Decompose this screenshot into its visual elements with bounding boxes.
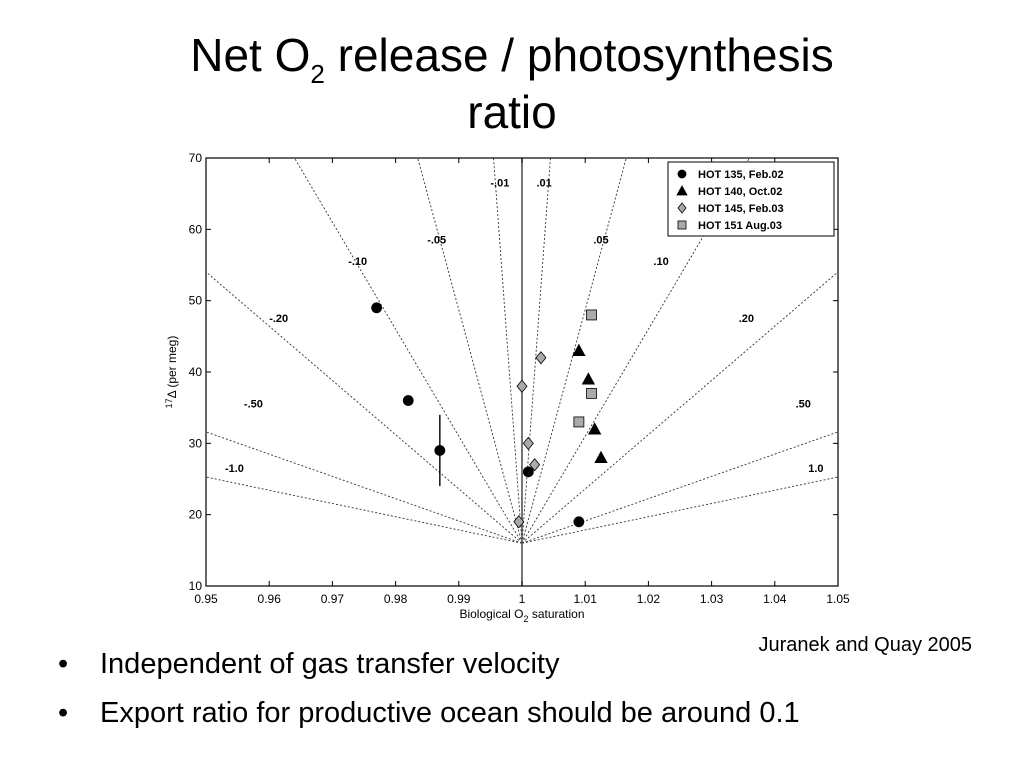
x-tick-label: 1.01	[574, 592, 598, 606]
bullet-dot-icon: •	[58, 697, 69, 729]
legend-entry-2: HOT 145, Feb.03	[698, 203, 784, 215]
x-tick-label: 0.95	[194, 592, 218, 606]
x-tick-label: 0.98	[384, 592, 408, 606]
citation: Juranek and Quay 2005	[758, 634, 973, 656]
legend-marker-2	[677, 202, 687, 214]
isoline-label-6: -.20	[269, 313, 288, 325]
y-tick-label: 10	[189, 579, 203, 593]
y-tick-label: 30	[189, 436, 203, 450]
y-tick-label: 60	[189, 222, 203, 236]
data-points	[371, 302, 608, 529]
data-point-s0-4	[573, 516, 585, 528]
legend-entry-3: HOT 151 Aug.03	[698, 220, 782, 232]
y-axis-label: 17Δ (per meg)	[164, 336, 179, 409]
y-tick-label: 50	[189, 294, 203, 308]
isoline-label-5: .10	[653, 256, 668, 268]
legend-marker-3	[677, 220, 687, 230]
x-tick-label: 1.05	[826, 592, 850, 606]
data-point-s2-4	[535, 351, 547, 365]
data-point-s0-1	[402, 395, 414, 406]
x-tick-label: 0.99	[447, 592, 471, 606]
isoline-4	[294, 158, 523, 544]
x-tick-label: 1.04	[763, 592, 787, 606]
isoline-label-4: -.10	[348, 256, 367, 268]
isoline-2	[417, 158, 523, 544]
y-tick-label: 20	[189, 508, 203, 522]
data-point-s2-0	[513, 515, 525, 529]
legend-marker-1	[676, 185, 688, 196]
data-point-s0-0	[371, 302, 383, 314]
legend-marker-0	[677, 169, 687, 179]
bullet-item: • Export ratio for productive ocean shoul…	[52, 689, 800, 738]
title-line-1: Net O2 release / photosynthesis	[190, 29, 834, 89]
data-point-s3-0	[573, 416, 585, 428]
data-point-s0-2	[434, 445, 446, 456]
isoline-0	[493, 158, 523, 544]
x-tick-label: 0.97	[321, 592, 345, 606]
isoline-3	[521, 158, 627, 544]
x-tick-label: 1	[519, 592, 526, 606]
data-point-s3-1	[586, 309, 597, 321]
x-tick-label: 1.02	[637, 592, 661, 606]
bullet-item: • Independent of gas transfer velocity	[52, 640, 800, 689]
data-point-s1-1	[581, 372, 596, 385]
axes: 0.95 0.96 0.97 0.98 0.99 1 1.01 1.02 1.03 1.04 1.0…	[189, 151, 850, 606]
isoline-label-8: -.50	[244, 399, 263, 411]
bullet-list: • Independent of gas transfer velocity • E…	[52, 640, 800, 738]
data-point-s1-2	[588, 422, 602, 435]
legend: HOT 135, Feb.02 HOT 140, Oct.02 HOT 145, F…	[667, 161, 835, 237]
legend-entry-0: HOT 135, Feb.02	[698, 169, 784, 181]
data-point-s3-2	[586, 387, 597, 399]
slide-title: Net O2 release / photosynthesis ratio	[0, 30, 1024, 137]
isoline-label-3: .05	[593, 235, 608, 247]
data-point-s2-2	[522, 436, 534, 450]
isoline-10	[206, 476, 523, 544]
data-point-s1-3	[594, 450, 608, 464]
isoline-8	[206, 431, 523, 544]
legend-entry-1: HOT 140, Oct.02	[698, 186, 782, 198]
isoline-label-2: -.05	[427, 235, 446, 247]
data-point-s2-1	[516, 379, 528, 393]
x-axis-label: Biological O2 saturation	[459, 607, 584, 624]
isoline-label-1: .01	[536, 178, 551, 190]
y-tick-label: 70	[189, 151, 203, 165]
isoline-label-10: -1.0	[225, 463, 244, 475]
isoline-9	[521, 431, 838, 544]
y-tick-label: 40	[189, 365, 203, 379]
isoline-label-9: .50	[796, 399, 811, 411]
scatter-chart: -.01 .01 -.05 .05 -.10 .10 -.20 .20 -.50 .50 -1.0 1…	[164, 151, 850, 624]
isoline-labels: -.01 .01 -.05 .05 -.10 .10 -.20 .20 -.50 .50 -1.0 1…	[225, 178, 824, 475]
legend-box	[667, 161, 835, 237]
data-point-s1-0	[572, 343, 586, 357]
isoline-label-11: 1.0	[808, 463, 823, 475]
isoline-label-7: .20	[739, 313, 754, 325]
isoline-11	[521, 476, 838, 544]
isoline-label-0: -.01	[490, 178, 509, 190]
bullet-dot-icon: •	[58, 648, 69, 680]
title-line-2: ratio	[467, 86, 557, 138]
data-point-s0-3	[522, 466, 534, 478]
data-point-s2-3	[529, 458, 541, 472]
x-tick-label: 0.96	[258, 592, 282, 606]
x-tick-label: 1.03	[700, 592, 724, 606]
isoline-1	[521, 158, 551, 544]
